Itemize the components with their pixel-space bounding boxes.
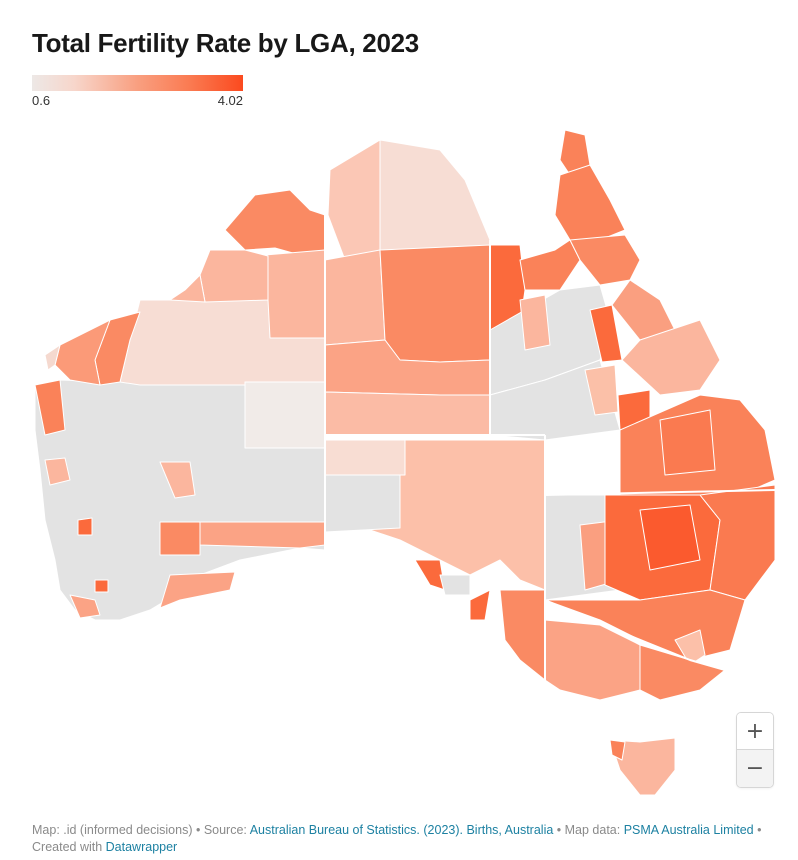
wa-lga-south-2 — [199, 521, 326, 549]
tas — [609, 737, 676, 796]
australia-choropleth-map[interactable] — [0, 120, 798, 810]
zoom-out-button[interactable]: − — [737, 750, 773, 787]
tas-northwest — [609, 739, 626, 761]
nt-central-east — [379, 244, 491, 363]
footer-credits: Map: .id (informed decisions) • Source: … — [32, 822, 782, 856]
nsw-vic-border — [544, 599, 726, 671]
act-region — [674, 629, 706, 666]
legend-max-label: 4.02 — [217, 93, 243, 108]
source-prefix: Source: — [203, 823, 250, 837]
wa-lga-sw-2 — [94, 579, 109, 593]
qld-southern-light — [584, 364, 619, 416]
source-link[interactable]: Australian Bureau of Statistics. (2023).… — [249, 823, 554, 837]
qld-mid-coast-2 — [621, 319, 721, 396]
separator: • — [753, 823, 762, 837]
map-credit: Map: .id (informed decisions) — [32, 823, 193, 837]
qld-north-coast — [569, 234, 641, 286]
map-zoom-controls: + − — [736, 712, 774, 788]
mapdata-link[interactable]: PSMA Australia Limited — [623, 823, 754, 837]
wa-ngaanyatjarraku — [244, 381, 326, 449]
qld-carpentaria — [519, 239, 581, 291]
nt-south — [324, 391, 491, 436]
separator: • — [553, 823, 565, 837]
sa-mt-west — [324, 439, 406, 476]
sa-southeast — [499, 589, 546, 681]
wa-broome — [169, 274, 206, 303]
created-prefix: Created with — [32, 840, 106, 854]
nt-central-west — [324, 249, 386, 346]
qld-darling-downs — [659, 409, 716, 476]
zoom-in-button[interactable]: + — [737, 713, 773, 750]
wa-lga-south-1 — [159, 521, 201, 556]
nsw-north-inland-deep — [639, 504, 701, 571]
legend-gradient-bar — [32, 75, 243, 91]
datawrapper-link[interactable]: Datawrapper — [105, 840, 178, 854]
sa-grey-block — [324, 474, 401, 533]
mapdata-prefix: Map data: — [564, 823, 624, 837]
qld-cape-york — [554, 164, 626, 241]
wa-derby-west-kimberley — [199, 249, 269, 303]
wa-lga-sw-coast — [69, 594, 101, 619]
color-legend: 0.6 4.02 — [32, 75, 243, 109]
sa-yorke — [469, 589, 491, 621]
wa-geraldton-area — [44, 457, 71, 486]
wa-carnarvon — [34, 379, 66, 436]
vic-west — [544, 619, 641, 701]
qld-nsw-border — [544, 489, 776, 496]
qld-light-lga — [519, 294, 551, 351]
chart-title: Total Fertility Rate by LGA, 2023 — [32, 28, 419, 58]
wa-lga-sw-1 — [77, 517, 93, 536]
wa-exmouth — [44, 344, 61, 371]
separator: • — [192, 823, 204, 837]
legend-min-label: 0.6 — [32, 93, 51, 108]
wa-halls-creek — [264, 249, 326, 339]
sa-grey-eyre — [439, 574, 471, 596]
wa-esperance — [159, 571, 236, 609]
nt-top-end-west — [327, 139, 381, 261]
wa-lga-menzies — [159, 461, 196, 499]
wa-east-kimberley — [224, 189, 326, 256]
